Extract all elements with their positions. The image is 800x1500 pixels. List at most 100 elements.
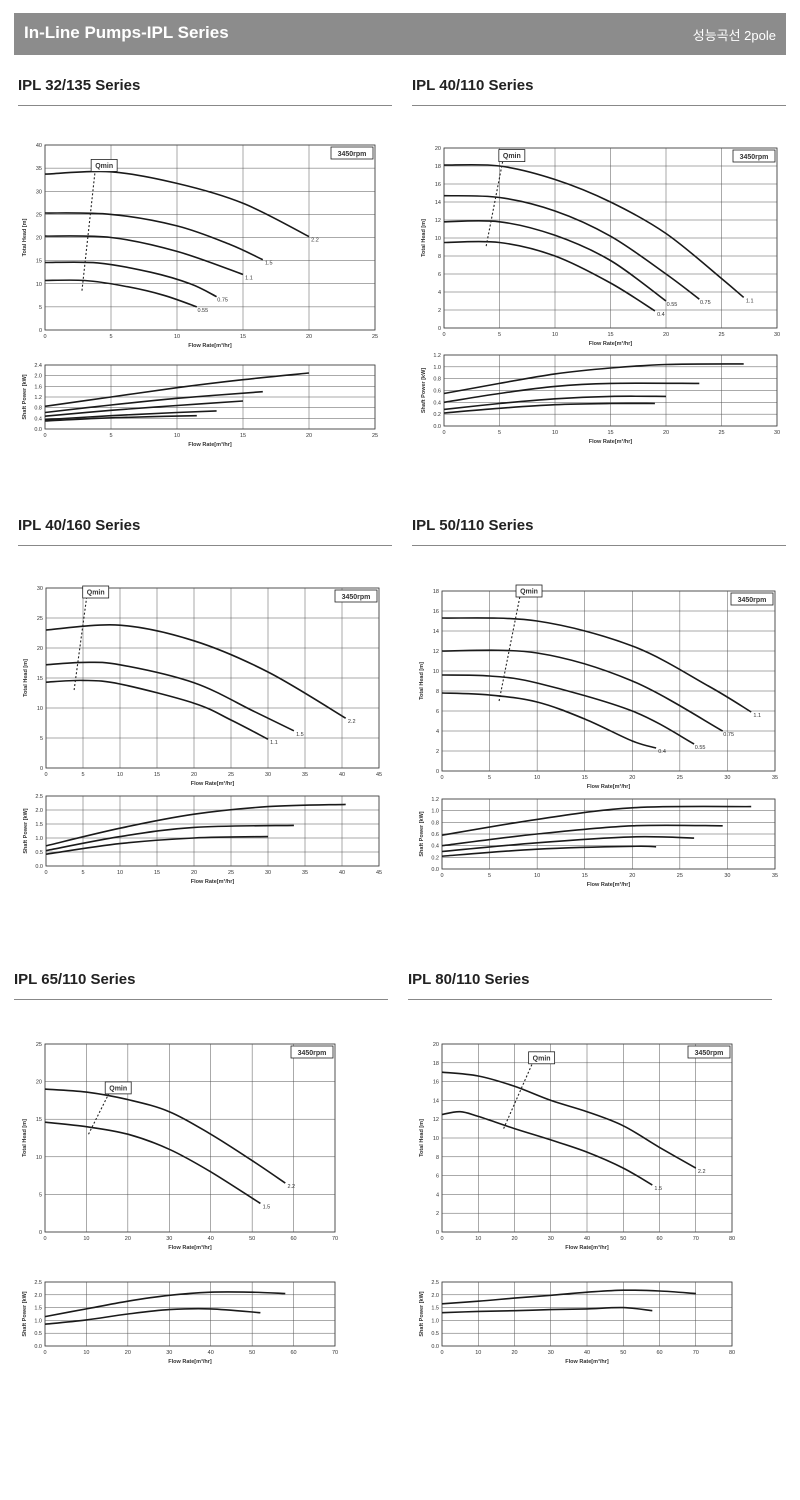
- y-tick-label: 18: [433, 1061, 439, 1067]
- y-tick-label: 6: [436, 1174, 439, 1180]
- x-tick-label: 30: [166, 1350, 172, 1356]
- x-tick-label: 10: [174, 433, 180, 439]
- y-tick-label: 25: [36, 1042, 42, 1048]
- head-plot: 0 5 10 15 20 25 0 5 10 15 20 25 30 35 40 Flow Rate[m³/h…: [22, 143, 378, 349]
- chart-svg: 0 5 10 15 20 25 30 35 40 45 0 5 10 15 20 25 30 Flow Rate[…: [23, 585, 382, 885]
- chart-title: IPL 50/110 Series: [412, 517, 534, 534]
- chart-title: IPL 80/110 Series: [408, 971, 530, 988]
- x-tick-label: 5: [81, 772, 84, 778]
- x-tick-label: 15: [154, 772, 160, 778]
- y-tick-label: 0.5: [35, 850, 43, 856]
- qmin-box: [104, 1081, 132, 1095]
- qmin-box: [90, 159, 118, 172]
- x-tick-label: 60: [291, 1236, 297, 1242]
- y-tick-label: 2: [436, 749, 439, 755]
- x-tick-label: 40: [584, 1350, 590, 1356]
- series-label: 0.55: [197, 308, 208, 314]
- x-tick-label: 5: [488, 873, 491, 879]
- rpm-badge: 3450rpm: [687, 1045, 731, 1059]
- y-tick-label: 16: [435, 182, 441, 188]
- x-tick-label: 35: [772, 873, 778, 879]
- x-tick-label: 20: [125, 1236, 131, 1242]
- x-tick-label: 0: [440, 873, 443, 879]
- x-tick-label: 20: [191, 772, 197, 778]
- y-tick-label: 0: [436, 1230, 439, 1236]
- x-tick-label: 50: [620, 1350, 626, 1356]
- x-tick-label: 35: [302, 870, 308, 876]
- x-tick-label: 0: [43, 1350, 46, 1356]
- series-line-1.5: [441, 1110, 653, 1186]
- x-tick-label: 40: [339, 870, 345, 876]
- y-tick-label: 10: [36, 1155, 42, 1161]
- series-label: 0.75: [700, 300, 711, 306]
- x-tick-label: 15: [582, 775, 588, 781]
- x-tick-label: 70: [693, 1236, 699, 1242]
- y-axis-label: Shaft Power [kW]: [22, 1291, 28, 1336]
- x-tick-label: 20: [125, 1350, 131, 1356]
- y-tick-label: 0.6: [433, 389, 441, 395]
- x-tick-label: 10: [552, 430, 558, 436]
- qmin-line: [485, 160, 504, 247]
- rpm-box: [687, 1045, 731, 1059]
- x-axis-label: Flow Rate[m³/hr]: [589, 438, 633, 445]
- qmin-marker: Qmin: [528, 1051, 556, 1065]
- series-line-0.4: [441, 692, 657, 749]
- x-tick-label: 0: [44, 772, 47, 778]
- x-tick-label: 10: [475, 1236, 481, 1242]
- x-tick-label: 10: [83, 1350, 89, 1356]
- x-tick-label: 25: [372, 334, 378, 340]
- series-label: 0.55: [667, 302, 678, 308]
- x-tick-label: 0: [43, 433, 46, 439]
- x-tick-label: 80: [729, 1350, 735, 1356]
- y-tick-label: 2.5: [35, 794, 43, 800]
- y-tick-label: 0.4: [431, 844, 439, 850]
- series-line-2.2: [44, 1291, 286, 1318]
- y-tick-label: 8: [436, 689, 439, 695]
- y-axis-label: Total Head [m]: [23, 659, 29, 697]
- title-underline: [412, 545, 786, 546]
- series-line-0.75: [44, 261, 217, 298]
- x-tick-label: 10: [534, 775, 540, 781]
- y-tick-label: 1.0: [431, 1318, 439, 1324]
- x-tick-label: 10: [534, 873, 540, 879]
- x-axis-label: Flow Rate[m³/hr]: [565, 1244, 609, 1251]
- power-frame: [45, 795, 380, 867]
- x-tick-label: 20: [306, 433, 312, 439]
- y-tick-label: 1.5: [431, 1306, 439, 1312]
- x-tick-label: 20: [306, 334, 312, 340]
- head-plot: 0 10 20 30 40 50 60 70 80 0 2 4 6 8 10 12 14 16 18 20 Flow R…: [419, 1042, 735, 1251]
- y-axis-label: Shaft Power [kW]: [22, 374, 28, 419]
- chart-svg: 0 5 10 15 20 25 30 35 0 2 4 6 8 10 12 14 16 18 Flow Rate[m…: [419, 584, 778, 888]
- y-tick-label: 0.0: [35, 864, 43, 870]
- title-underline: [18, 545, 392, 546]
- y-axis-label: Shaft Power [kW]: [421, 368, 427, 413]
- x-tick-label: 20: [191, 870, 197, 876]
- x-tick-label: 10: [475, 1350, 481, 1356]
- x-tick-label: 60: [656, 1236, 662, 1242]
- x-tick-label: 5: [498, 332, 501, 338]
- y-tick-label: 1.0: [431, 809, 439, 815]
- y-tick-label: 6: [436, 709, 439, 715]
- rpm-label: 3450rpm: [342, 594, 371, 601]
- series-label: 0.75: [723, 732, 734, 738]
- y-tick-label: 5: [39, 1192, 42, 1198]
- chart-svg: 0 5 10 15 20 25 0 5 10 15 20 25 30 35 40 Flow Rate[m³/h…: [22, 143, 378, 448]
- series-line-2.2: [441, 1071, 697, 1169]
- x-tick-label: 30: [774, 332, 780, 338]
- power-plot: 0 5 10 15 20 25 30 35 0.0 0.2 0.4 0.6 0.8 1.0 1.2 Flow …: [419, 797, 778, 888]
- qmin-label: Qmin: [109, 1085, 127, 1092]
- x-tick-label: 0: [442, 332, 445, 338]
- x-tick-label: 0: [440, 1236, 443, 1242]
- y-tick-label: 20: [36, 236, 42, 242]
- x-tick-label: 35: [302, 772, 308, 778]
- rpm-box: [732, 149, 776, 163]
- power-plot: 0 10 20 30 40 50 60 70 0.0 0.5 1.0 1.5 2.0 2.5 Flow Ra…: [22, 1280, 338, 1365]
- y-tick-label: 0.8: [34, 406, 42, 412]
- series-line-1.1: [443, 363, 744, 395]
- x-tick-label: 5: [109, 433, 112, 439]
- x-tick-label: 20: [511, 1236, 517, 1242]
- qmin-marker: Qmin: [515, 584, 543, 598]
- y-tick-label: 0.8: [433, 377, 441, 383]
- y-tick-label: 0.0: [34, 427, 42, 433]
- y-tick-label: 1.0: [35, 836, 43, 842]
